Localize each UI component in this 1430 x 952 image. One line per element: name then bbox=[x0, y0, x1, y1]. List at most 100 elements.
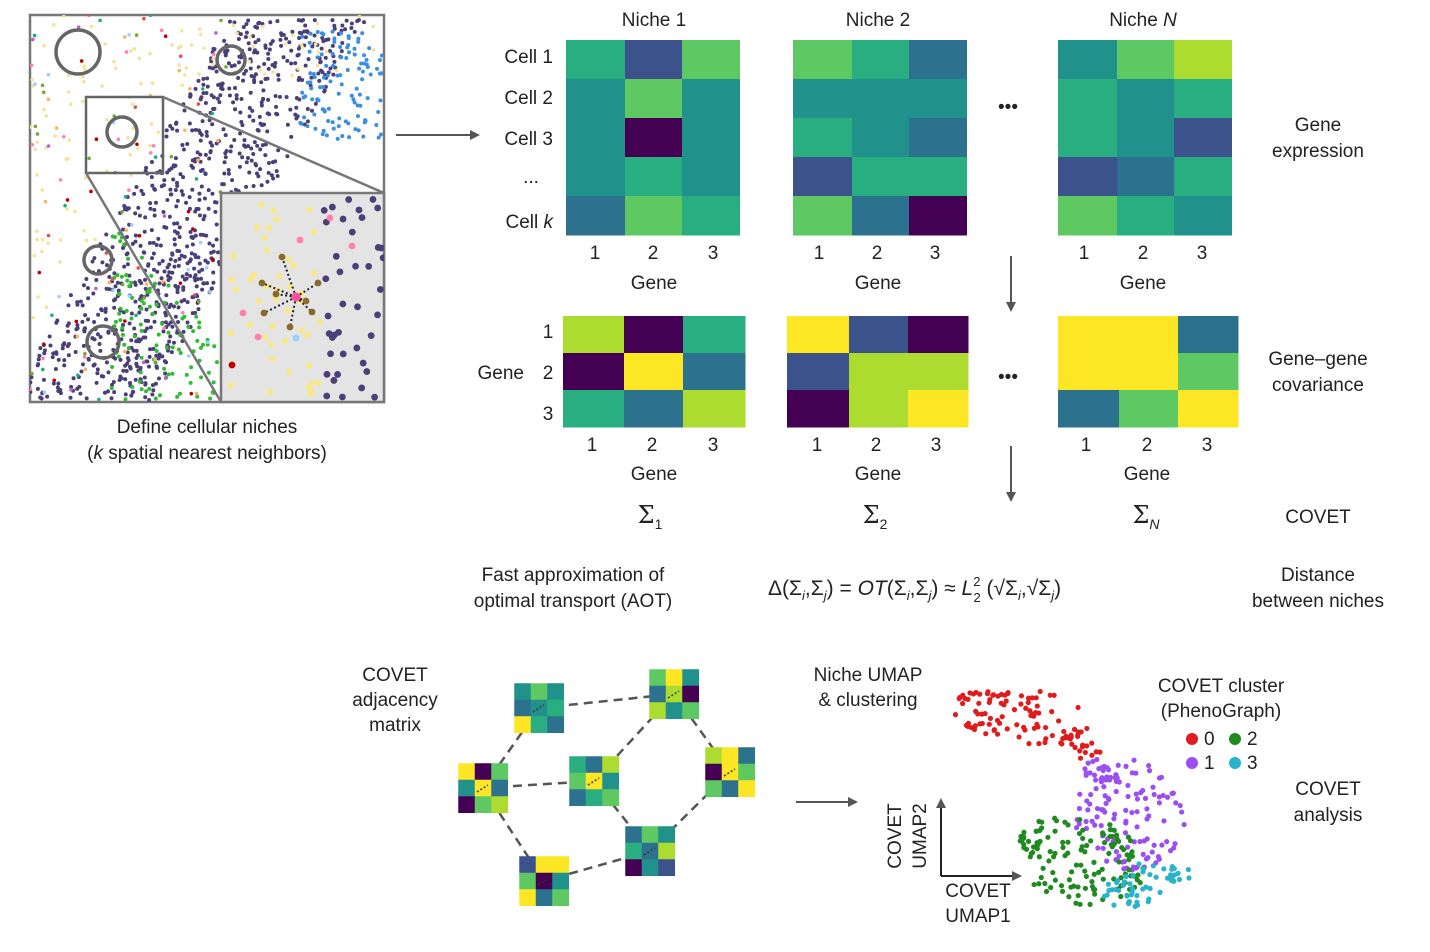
umap-point bbox=[1125, 782, 1131, 789]
umap-point bbox=[1038, 874, 1044, 881]
cell-dot bbox=[152, 213, 157, 218]
mini-cell bbox=[552, 872, 570, 890]
cell-dot bbox=[154, 348, 159, 353]
cell-dot bbox=[164, 293, 169, 298]
cell-dot bbox=[338, 73, 343, 78]
umap-point bbox=[1116, 853, 1122, 859]
cell-dot bbox=[148, 347, 153, 352]
umap-point bbox=[1103, 800, 1109, 807]
heatmap-cell bbox=[1174, 40, 1232, 80]
heatmap-cell bbox=[1058, 118, 1117, 158]
umap-point bbox=[1075, 884, 1081, 890]
cell-dot bbox=[181, 175, 186, 180]
cell-dot bbox=[263, 72, 267, 76]
heatmap-cell bbox=[1178, 390, 1239, 428]
cell-dot bbox=[103, 309, 108, 314]
umap-point bbox=[1105, 881, 1112, 887]
cell-dot bbox=[362, 53, 367, 58]
mini-cell bbox=[519, 889, 537, 907]
cell-dot bbox=[379, 53, 384, 58]
cell-dot bbox=[124, 50, 129, 54]
cell-dot bbox=[223, 155, 228, 160]
umap-point bbox=[996, 720, 1003, 726]
heatmap-cell bbox=[683, 353, 746, 391]
adjacency-node-matrix bbox=[569, 756, 620, 807]
cell-dot bbox=[224, 148, 229, 153]
cell-dot bbox=[116, 137, 121, 142]
heatmap-cell bbox=[793, 196, 852, 236]
cell-dot bbox=[118, 357, 123, 362]
cell-dot bbox=[199, 95, 204, 100]
cell-dot bbox=[176, 305, 181, 310]
cell-dot bbox=[303, 35, 308, 40]
cell-dot bbox=[294, 116, 299, 121]
cell-dot bbox=[127, 321, 132, 326]
cell-dot bbox=[126, 256, 131, 261]
cell-dot bbox=[231, 23, 236, 28]
cell-dot bbox=[236, 75, 241, 80]
umap-point bbox=[1177, 802, 1183, 809]
cell-dot bbox=[75, 326, 80, 331]
cell-dot bbox=[83, 367, 88, 372]
cell-dot bbox=[229, 64, 234, 69]
mini-cell bbox=[535, 872, 553, 890]
cell-dot bbox=[192, 252, 197, 257]
cell-dot bbox=[214, 360, 219, 365]
zoom-line bbox=[162, 95, 385, 195]
cov-row-label: Gene bbox=[478, 363, 524, 384]
mini-cell bbox=[491, 796, 509, 814]
cell-dot bbox=[169, 350, 174, 355]
cov-row-tick: 2 bbox=[543, 363, 554, 384]
mini-cell bbox=[625, 826, 643, 844]
umap-point bbox=[1111, 827, 1117, 833]
cell-dot bbox=[171, 163, 176, 168]
umap-point bbox=[1133, 770, 1139, 776]
cell-dot bbox=[82, 229, 87, 233]
cell-dot bbox=[369, 196, 377, 203]
cell-dot bbox=[80, 319, 85, 324]
cell-dot bbox=[211, 380, 216, 385]
cell-dot bbox=[378, 98, 383, 103]
cell-dot bbox=[227, 86, 232, 91]
gene-axis-label: Gene bbox=[1120, 273, 1166, 294]
heatmap-cell bbox=[849, 353, 909, 391]
cell-dot bbox=[207, 241, 212, 246]
cell-dot bbox=[335, 328, 342, 336]
zoom-line bbox=[84, 172, 223, 403]
cell-dot bbox=[378, 132, 383, 137]
cell-dot bbox=[35, 140, 40, 144]
cell-dot bbox=[110, 365, 115, 370]
umap-point bbox=[1098, 807, 1105, 813]
umap-point bbox=[1107, 827, 1113, 833]
heatmap-cell bbox=[849, 390, 909, 428]
cell-dot bbox=[187, 121, 192, 126]
cell-dot bbox=[182, 108, 187, 113]
cell-dot bbox=[147, 289, 152, 294]
cell-dot bbox=[153, 155, 158, 159]
cell-dot bbox=[345, 67, 350, 72]
cell-dot bbox=[98, 335, 103, 340]
umap-point bbox=[1109, 833, 1115, 839]
cell-dot bbox=[346, 121, 351, 126]
mini-cell bbox=[658, 859, 676, 877]
cell-dot bbox=[141, 360, 146, 365]
cell-dot bbox=[187, 206, 192, 211]
cell-dot bbox=[211, 106, 216, 111]
cell-dot bbox=[347, 135, 352, 140]
cell-dot bbox=[318, 59, 323, 64]
cell-dot bbox=[246, 144, 251, 149]
cell-dot bbox=[340, 23, 345, 28]
cell-dot bbox=[324, 63, 329, 68]
cell-dot bbox=[38, 395, 43, 400]
cell-dot bbox=[168, 275, 173, 280]
cell-dot bbox=[120, 332, 125, 337]
umap-point bbox=[1079, 744, 1086, 750]
cell-dot bbox=[235, 31, 239, 35]
cell-dot bbox=[340, 133, 345, 138]
cell-dot bbox=[66, 342, 71, 347]
umap-point bbox=[1049, 709, 1055, 715]
umap-point bbox=[1106, 850, 1112, 857]
cell-dot bbox=[158, 243, 163, 248]
cell-dot bbox=[143, 381, 148, 386]
cell-dot bbox=[100, 260, 105, 265]
